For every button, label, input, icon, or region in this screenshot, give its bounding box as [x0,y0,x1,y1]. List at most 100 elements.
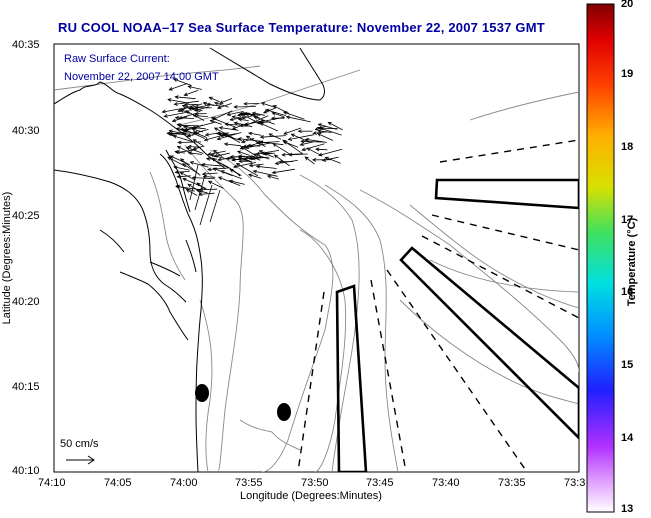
current-vector [288,153,308,156]
current-vector [249,156,262,160]
current-vector [318,148,343,156]
current-vector [212,157,226,170]
current-vector-head [175,185,180,189]
current-vector-head [321,158,327,162]
current-vector-head [288,152,293,157]
current-vector-head [301,147,306,152]
current-vector [272,168,295,174]
current-vector-head [246,143,252,148]
current-vector-head [181,104,186,109]
current-vector-head [174,170,179,174]
current-vector-head [268,133,273,137]
current-vector-head [211,157,216,162]
current-vector-head [304,137,310,142]
current-vector-head [179,109,185,113]
colorbar-tick: 14 [621,432,634,444]
current-vector-head [161,109,166,114]
x-axis-label: Longitude (Degrees:Minutes) [240,490,382,502]
current-vector-head [290,133,295,138]
current-vector [194,174,206,211]
current-vector-head [179,171,184,176]
current-vector-head [192,114,198,118]
current-vector-head [253,116,258,120]
colorbar-tick: 16 [621,286,634,298]
current-vector [288,134,314,140]
current-vector [187,183,200,192]
current-vector-head [175,150,181,154]
current-vector [318,123,337,130]
current-vector [188,146,200,148]
current-vector [241,137,255,143]
y-tick: 40:10 [12,465,40,477]
current-vector-head [312,131,317,135]
current-vector-head [176,174,181,179]
surface-current-vectors [161,78,343,226]
current-vector-head [180,158,185,163]
current-vector-head [271,112,276,116]
current-vector [225,123,241,126]
current-vector [227,111,244,116]
current-vector [300,141,314,146]
colorbar-tick: 13 [621,503,634,515]
current-vector-head [324,156,329,161]
current-vector-head [185,189,191,193]
current-vector-head [317,126,322,131]
y-tick: 40:15 [12,381,40,393]
current-vector [213,167,233,177]
current-vector-head [318,152,323,157]
current-vector-head [300,139,305,144]
current-vector-head [281,152,286,157]
current-vector-head [203,137,209,142]
current-vector-head [233,105,238,109]
current-vector [248,174,262,179]
current-vector-head [243,156,248,161]
current-vector-head [231,126,237,130]
current-vector-head [224,122,229,127]
colorbar-tick: 18 [621,141,634,153]
current-vector [238,118,249,121]
current-vector-head [173,102,178,106]
current-vector-head [273,154,278,159]
current-vector [253,153,270,160]
scale-label: 50 cm/s [60,438,99,450]
current-vector [315,148,328,151]
current-vector [245,142,270,149]
current-vector-head [163,114,168,118]
current-vector [233,162,256,168]
current-vector-head [245,112,250,117]
current-vector-head [187,183,192,188]
current-vector-head [287,137,293,141]
current-vector-head [316,133,322,137]
x-tick: 73:40 [432,477,460,489]
current-vector [275,160,298,165]
current-vector [272,112,284,117]
current-vector [256,165,277,169]
x-tick: 73:3 [564,477,586,489]
current-vector-head [187,151,193,156]
current-vector [241,114,259,119]
current-vector-head [285,115,291,120]
current-vector-head [259,135,265,139]
current-vector [177,175,191,178]
current-vector-head [185,146,190,151]
current-vector-head [183,92,188,97]
current-vector [180,109,191,114]
current-vector [229,180,245,185]
current-vector-head [283,131,288,135]
current-vector-head [177,140,182,145]
current-vector-head [176,127,181,131]
current-vector [238,138,264,142]
current-vector-head [251,156,256,161]
current-vector-head [207,152,212,156]
current-vector-head [187,144,192,149]
scale-arrow [66,455,95,465]
current-vector [214,152,230,157]
current-vector [178,112,197,119]
current-vector-head [304,156,309,161]
current-vector-head [223,142,229,147]
current-vector-head [169,132,174,137]
current-vector [175,171,190,173]
current-vector [302,143,325,151]
current-vector-head [192,131,198,135]
